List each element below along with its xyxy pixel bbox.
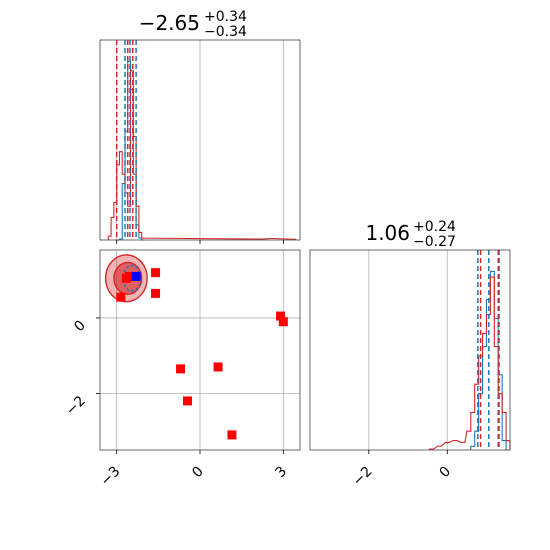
sample-marker-0 (116, 292, 126, 302)
sample-marker-8 (213, 362, 223, 372)
sample-marker-7 (183, 396, 192, 406)
contour-2 (122, 264, 142, 292)
panel-bottom-left-scatter: −3 0 3 −2 0 (63, 249, 301, 490)
bottom-left-ytick-label-1: 0 (71, 317, 89, 335)
right-title-value: 1.06 (365, 221, 410, 245)
sample-marker-4 (151, 268, 161, 278)
bottom-right-xtick-label-0: −2 (350, 464, 376, 490)
panel-bottom-right-histogram: −2 0 1.06 +0.24 −0.27 (309, 219, 511, 490)
panel-top-left-histogram: −2.65 +0.34 −0.34 (99, 9, 301, 244)
sample-marker-10 (276, 311, 286, 321)
sample-marker-2 (124, 271, 134, 281)
top-title-upper: +0.34 (204, 9, 247, 25)
bottom-right-series-1 (429, 276, 511, 450)
right-title-upper: +0.24 (413, 219, 456, 235)
bottom-left-xtick-label-0: −3 (98, 464, 124, 490)
sample-marker-12 (131, 271, 141, 281)
bottom-left-xtick-label-1: 0 (189, 464, 207, 482)
bottom-left-xtick-label-2: 3 (273, 464, 291, 482)
bottom-right-xtick-label-1: 0 (436, 464, 454, 482)
bottom-left-ytick-label-0: −2 (63, 393, 89, 419)
sample-marker-5 (151, 288, 161, 298)
right-title-lower: −0.27 (413, 234, 456, 250)
sample-marker-6 (176, 364, 186, 374)
panel-bottom-right-frame (309, 249, 511, 451)
sample-marker-11 (278, 317, 288, 327)
top-title-value: −2.65 (139, 11, 200, 35)
top-title-lower: −0.34 (204, 24, 247, 40)
sample-marker-9 (227, 430, 237, 440)
